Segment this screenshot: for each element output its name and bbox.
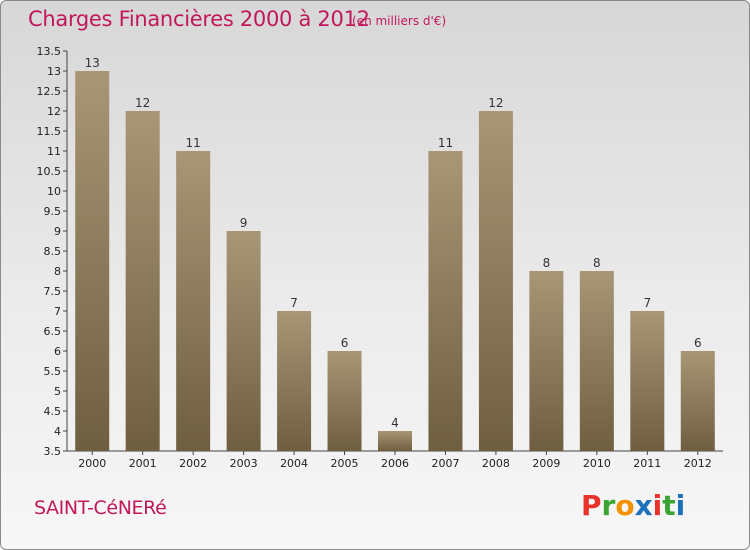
bar-2006[interactable]: [378, 431, 412, 451]
x-tick-label: 2011: [633, 457, 661, 470]
bar-2005[interactable]: [327, 351, 362, 451]
y-tick-label: 5.5: [44, 365, 62, 378]
y-tick-label: 9.5: [44, 205, 62, 218]
data-label: 11: [186, 136, 201, 150]
data-label: 12: [488, 96, 503, 110]
y-tick-label: 13: [47, 65, 61, 78]
x-tick-label: 2004: [280, 457, 308, 470]
bar-2012[interactable]: [680, 351, 715, 451]
data-label: 8: [543, 256, 551, 270]
bar-2002[interactable]: [176, 151, 211, 451]
bar-2000[interactable]: [75, 71, 110, 451]
y-tick-label: 8.5: [44, 245, 62, 258]
data-label: 9: [240, 216, 248, 230]
data-label: 7: [643, 296, 651, 310]
y-tick-label: 11.5: [37, 125, 62, 138]
logo-letter: r: [601, 489, 616, 522]
y-tick-label: 13.5: [37, 45, 62, 58]
y-tick-label: 10: [47, 185, 61, 198]
proxiti-logo[interactable]: Proxiti: [581, 489, 685, 522]
x-tick-label: 2008: [482, 457, 510, 470]
x-tick-label: 2001: [129, 457, 157, 470]
x-tick-label: 2002: [179, 457, 207, 470]
y-tick-label: 12: [47, 105, 61, 118]
data-label: 4: [391, 416, 399, 430]
y-tick-label: 3.5: [44, 445, 62, 458]
logo-letter: o: [615, 489, 635, 522]
y-tick-label: 7.5: [44, 285, 62, 298]
data-label: 7: [290, 296, 298, 310]
logo-letter: P: [581, 489, 602, 522]
data-label: 8: [593, 256, 601, 270]
y-tick-label: 9: [54, 225, 61, 238]
y-tick-label: 8: [54, 265, 61, 278]
x-tick-label: 2009: [532, 457, 560, 470]
bar-2003[interactable]: [226, 231, 261, 451]
y-tick-label: 12.5: [37, 85, 62, 98]
logo-letter: x: [634, 489, 653, 522]
y-tick-label: 4: [54, 425, 61, 438]
x-tick-label: 2010: [583, 457, 611, 470]
y-tick-label: 7: [54, 305, 61, 318]
bar-2001[interactable]: [125, 111, 160, 451]
chart-title: Charges Financières 2000 à 2012: [28, 7, 370, 31]
x-tick-label: 2012: [684, 457, 712, 470]
x-tick-label: 2003: [230, 457, 258, 470]
x-tick-label: 2005: [331, 457, 359, 470]
bar-2004[interactable]: [277, 311, 312, 451]
y-tick-label: 5: [54, 385, 61, 398]
y-tick-label: 11: [47, 145, 61, 158]
y-tick-label: 6: [54, 345, 61, 358]
x-tick-label: 2000: [78, 457, 106, 470]
data-label: 12: [135, 96, 150, 110]
bar-2010[interactable]: [579, 271, 614, 451]
y-tick-label: 4.5: [44, 405, 62, 418]
commune-name: SAINT-CéNERé: [34, 497, 167, 519]
data-label: 11: [438, 136, 453, 150]
bar-2009[interactable]: [529, 271, 564, 451]
data-label: 13: [85, 56, 100, 70]
x-tick-label: 2007: [431, 457, 459, 470]
logo-letter: i: [675, 489, 686, 522]
data-label: 6: [694, 336, 702, 350]
chart-subtitle: (en milliers d'€): [352, 14, 447, 28]
y-tick-label: 10.5: [37, 165, 62, 178]
x-tick-label: 2006: [381, 457, 409, 470]
data-label: 6: [341, 336, 349, 350]
bar-2008[interactable]: [478, 111, 513, 451]
bar-2011[interactable]: [630, 311, 665, 451]
logo-letter: i: [652, 489, 663, 522]
y-tick-label: 6.5: [44, 325, 62, 338]
logo-letter: t: [662, 489, 676, 522]
bar-2007[interactable]: [428, 151, 463, 451]
